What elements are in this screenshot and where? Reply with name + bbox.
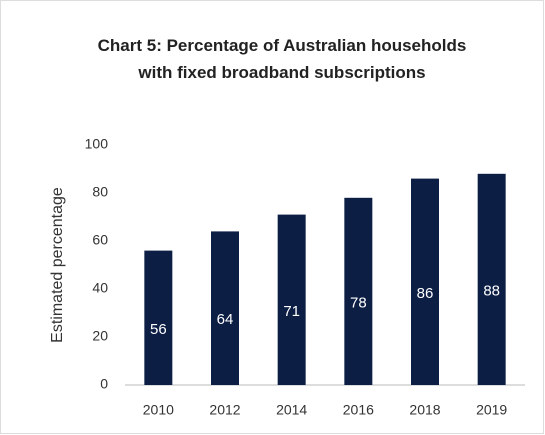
bar bbox=[411, 178, 439, 385]
y-tick-label: 40 bbox=[92, 280, 108, 296]
y-tick-label: 60 bbox=[92, 232, 108, 248]
y-tick-label: 80 bbox=[92, 184, 108, 200]
x-tick-label: 2019 bbox=[476, 402, 507, 418]
data-label: 71 bbox=[283, 303, 300, 320]
bar bbox=[144, 250, 173, 385]
data-label: 88 bbox=[483, 282, 500, 299]
x-tick-label: 2012 bbox=[209, 402, 240, 418]
y-tick-label: 20 bbox=[92, 328, 108, 344]
data-label: 56 bbox=[150, 321, 167, 338]
bar bbox=[211, 231, 239, 385]
y-axis-label: Estimated percentage bbox=[49, 187, 66, 343]
bar bbox=[477, 173, 506, 385]
y-tick-label: 100 bbox=[85, 136, 109, 152]
x-tick-label: 2014 bbox=[276, 402, 307, 418]
data-label: 78 bbox=[350, 294, 367, 311]
data-label: 64 bbox=[217, 311, 234, 328]
y-tick-label: 0 bbox=[100, 376, 108, 392]
bar bbox=[277, 214, 306, 385]
x-tick-label: 2016 bbox=[343, 402, 374, 418]
x-tick-label: 2010 bbox=[143, 402, 174, 418]
chart-title: Chart 5: Percentage of Australian househ… bbox=[97, 36, 467, 82]
x-tick-label: 2018 bbox=[409, 402, 440, 418]
data-label: 86 bbox=[417, 285, 434, 302]
bar bbox=[344, 197, 373, 385]
